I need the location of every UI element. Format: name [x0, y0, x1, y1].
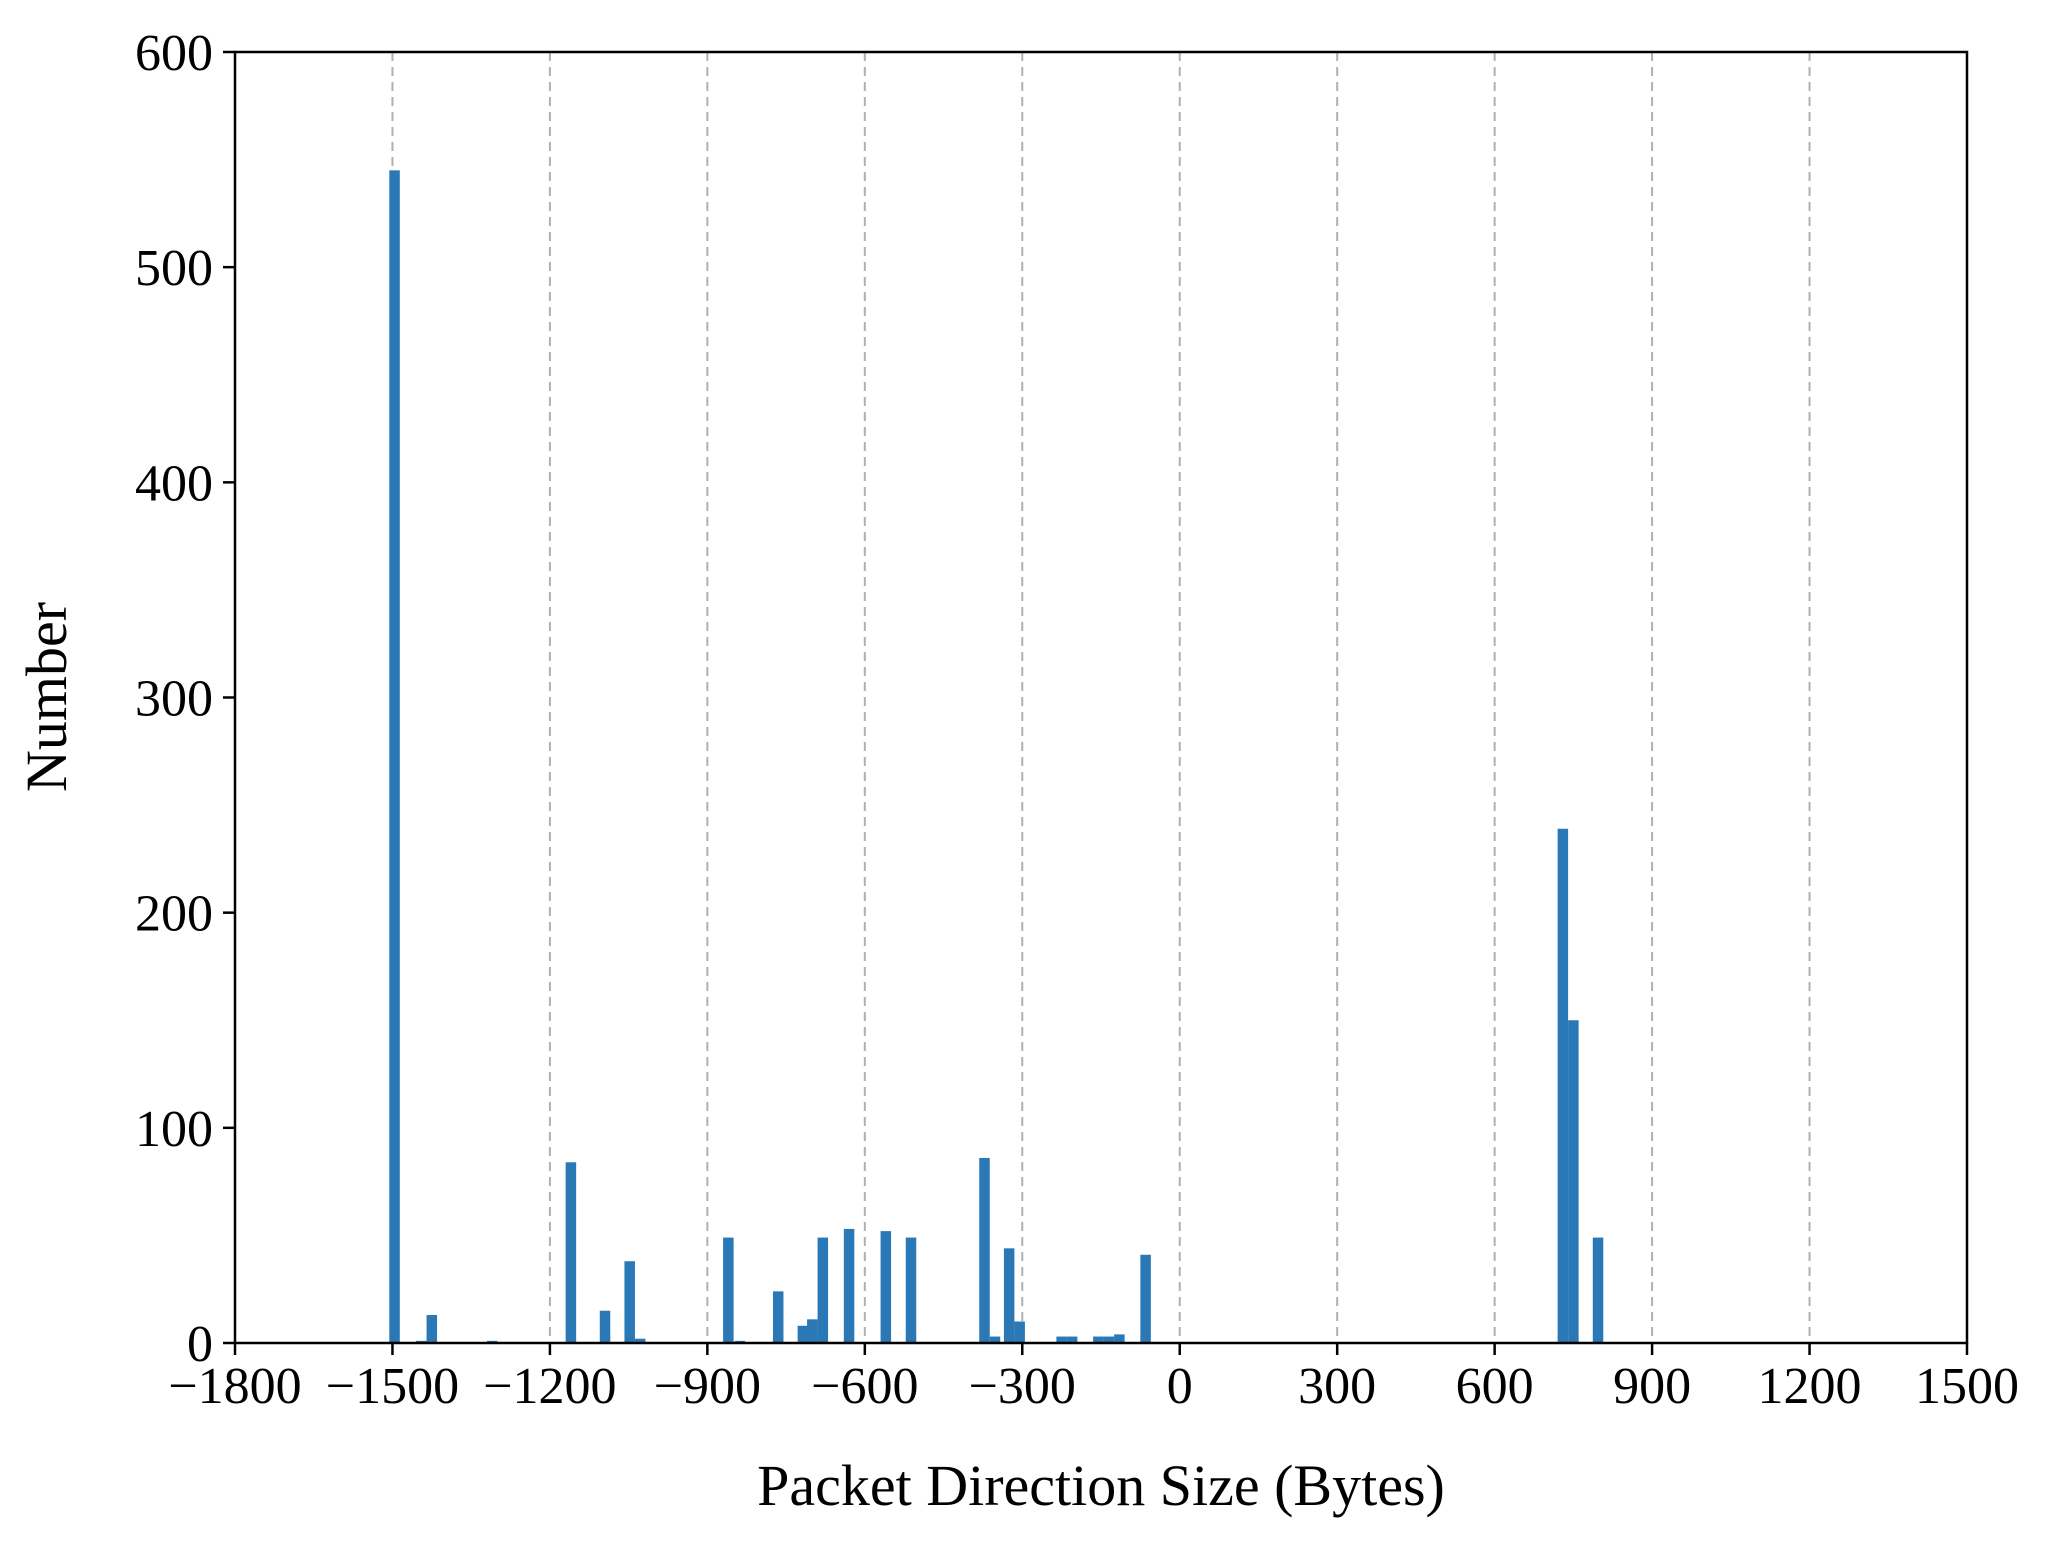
y-axis-title: Number [14, 602, 79, 792]
bar [1140, 1254, 1151, 1343]
bar [989, 1336, 1001, 1343]
bar [1093, 1336, 1104, 1343]
bar [843, 1228, 855, 1343]
bar [979, 1157, 990, 1343]
bar [817, 1237, 829, 1343]
bar [772, 1291, 784, 1343]
x-tick-label: −1500 [326, 1358, 459, 1415]
y-tick-label: 400 [135, 455, 213, 512]
bar [565, 1162, 577, 1343]
bar [905, 1237, 917, 1343]
grid-lines [391, 52, 1811, 1343]
bar [426, 1315, 438, 1343]
y-tick-label: 600 [135, 25, 213, 82]
bar [624, 1261, 635, 1343]
y-tick-label: 500 [135, 240, 213, 297]
x-tick-label: 300 [1298, 1358, 1376, 1415]
x-tick-label: −600 [811, 1358, 918, 1415]
bar [1592, 1237, 1604, 1343]
bar [1056, 1336, 1067, 1343]
plot-frame [233, 50, 1969, 1345]
bar [389, 170, 400, 1343]
bar [1114, 1334, 1125, 1343]
x-tick-label: −1200 [483, 1358, 616, 1415]
bar [1014, 1321, 1025, 1343]
bar [797, 1325, 809, 1343]
y-tick-label: 200 [135, 886, 213, 943]
y-tick-label: 100 [135, 1101, 213, 1158]
bar [723, 1237, 734, 1343]
ticks: −1800 −1500 −1200 −900 −600 −300 0 300 600 900 120… [135, 25, 2019, 1415]
bar [1003, 1248, 1015, 1343]
x-tick-label: 600 [1456, 1358, 1534, 1415]
bar [1066, 1336, 1078, 1343]
x-axis-title: Packet Direction Size (Bytes) [757, 1453, 1445, 1518]
bar [1557, 828, 1569, 1343]
bars [389, 170, 1604, 1343]
bar [1103, 1336, 1115, 1343]
y-tick-label: 300 [135, 671, 213, 728]
x-tick-label: 0 [1167, 1358, 1193, 1415]
x-tick-label: 1500 [1915, 1358, 2019, 1415]
bar [807, 1319, 818, 1343]
x-tick-label: 1200 [1758, 1358, 1862, 1415]
x-tick-label: 900 [1613, 1358, 1691, 1415]
x-tick-label: −900 [654, 1358, 761, 1415]
y-tick-label: 0 [187, 1316, 213, 1373]
bar [599, 1310, 611, 1343]
bar [1568, 1020, 1579, 1343]
bar [634, 1338, 646, 1343]
x-tick-label: −300 [969, 1358, 1076, 1415]
x-tick-label: −1800 [168, 1358, 301, 1415]
bar [880, 1231, 892, 1343]
